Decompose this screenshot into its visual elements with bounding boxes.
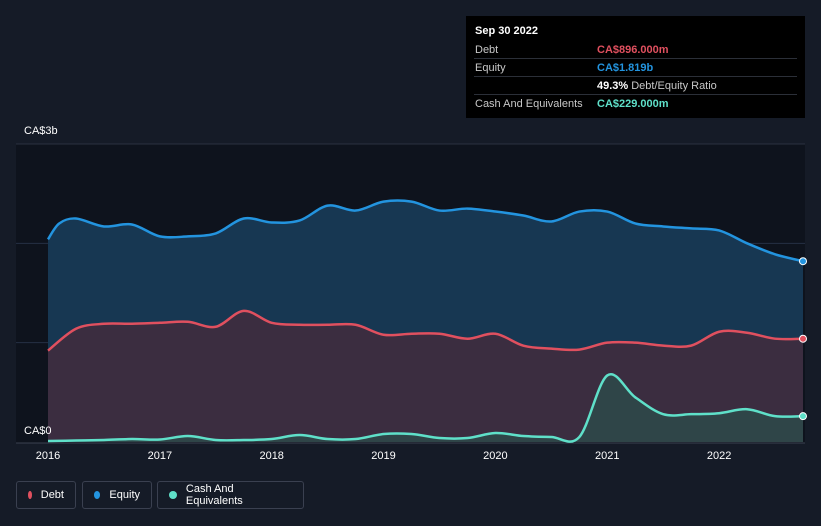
x-tick-label: 2019 (371, 450, 396, 462)
debt-end-point (799, 334, 807, 343)
legend-cash-label: Cash And Equivalents (185, 483, 243, 507)
series-lines (46, 199, 804, 443)
x-tick-label: 2018 (259, 450, 284, 462)
debt-dot-icon (28, 491, 32, 499)
debt-line (47, 309, 804, 352)
legend-item-equity[interactable]: Equity (82, 481, 152, 509)
tooltip: Sep 30 2022 Debt CA$896.000m Equity CA$1… (466, 16, 805, 118)
cash-line (47, 373, 804, 443)
tooltip-debt-value: CA$896.000m (597, 43, 669, 56)
x-tick-label: 2022 (706, 450, 732, 462)
equity-line (46, 199, 804, 263)
tooltip-equity-label: Equity (475, 61, 506, 74)
series-end-markers (799, 257, 807, 421)
x-tick-label: 2017 (147, 450, 173, 462)
tooltip-row-cash: Cash And Equivalents CA$229.000m (474, 95, 797, 112)
tooltip-row-ratio: 49.3% Debt/Equity Ratio (474, 77, 797, 95)
x-tick-label: 2021 (595, 450, 620, 462)
y-axis-bottom-label: CA$0 (24, 425, 52, 437)
equity-end-point (799, 257, 807, 266)
tooltip-date: Sep 30 2022 (475, 25, 538, 37)
cash-end-point (799, 412, 807, 421)
cash-area (48, 374, 803, 442)
tooltip-ratio-label: Debt/Equity Ratio (631, 79, 717, 92)
series-areas (48, 200, 803, 442)
legend-equity-label: Equity (109, 489, 140, 501)
equity-dot-icon (94, 491, 101, 499)
tooltip-equity-value: CA$1.819b (597, 61, 654, 74)
tooltip-debt-label: Debt (475, 43, 499, 56)
tooltip-cash-value: CA$229.000m (597, 97, 669, 110)
legend-debt-label: Debt (40, 489, 64, 501)
legend-item-cash[interactable]: Cash And Equivalents (157, 481, 304, 509)
tooltip-ratio-value: 49.3% (597, 79, 629, 92)
legend-item-debt[interactable]: Debt (16, 481, 76, 509)
x-tick-label: 2016 (35, 450, 61, 462)
tooltip-row-equity: Equity CA$1.819b (474, 59, 797, 77)
x-tick-label: 2020 (483, 450, 508, 462)
y-axis-top-label: CA$3b (24, 125, 58, 137)
tooltip-cash-label: Cash And Equivalents (475, 97, 583, 110)
tooltip-row-debt: Debt CA$896.000m (474, 41, 797, 59)
cash-dot-icon (169, 491, 177, 499)
